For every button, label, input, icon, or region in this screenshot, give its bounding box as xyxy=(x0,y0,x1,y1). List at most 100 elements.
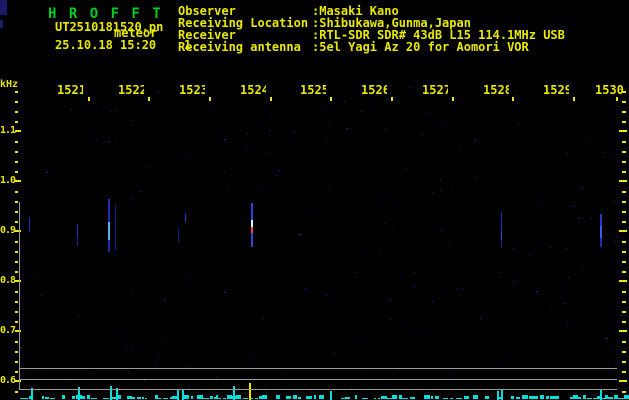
noise-pixel xyxy=(240,222,241,223)
noise-pixel xyxy=(570,148,571,149)
noise-pixel xyxy=(221,241,222,242)
noise-floor-bar xyxy=(184,395,189,399)
noise-pixel xyxy=(403,274,404,275)
noise-pixel xyxy=(364,383,365,384)
noise-pixel xyxy=(360,210,361,211)
noise-floor-bar xyxy=(597,396,602,399)
noise-pixel xyxy=(75,358,76,359)
noise-pixel xyxy=(462,288,463,289)
noise-pixel xyxy=(179,332,180,333)
noise-pixel xyxy=(189,277,190,278)
freq-minor-tick-left xyxy=(15,301,18,303)
noise-pixel xyxy=(615,234,616,235)
noise-pixel xyxy=(496,367,497,368)
noise-pixel xyxy=(29,305,30,306)
noise-pixel xyxy=(32,109,33,110)
noise-pixel xyxy=(328,277,329,278)
freq-minor-tick-left xyxy=(15,261,18,263)
time-label-clipped-digit: 9 xyxy=(564,84,569,96)
noise-pixel xyxy=(186,366,187,367)
noise-pixel xyxy=(85,366,86,367)
noise-pixel xyxy=(99,172,100,173)
time-label-clipped-digit: 7 xyxy=(443,84,448,96)
noise-pixel xyxy=(339,137,340,138)
noise-pixel xyxy=(265,238,266,239)
noise-floor-bar xyxy=(374,398,376,399)
noise-pixel xyxy=(188,388,189,389)
noise-floor-bar xyxy=(362,398,368,399)
noise-pixel xyxy=(606,338,608,339)
noise-pixel xyxy=(527,297,528,298)
freq-major-tick-left xyxy=(15,230,21,232)
noise-pixel xyxy=(396,200,398,201)
noise-pixel xyxy=(415,208,417,209)
freq-minor-tick-right xyxy=(622,221,626,223)
time-tick xyxy=(209,97,211,101)
noise-pixel xyxy=(255,304,256,305)
noise-pixel xyxy=(562,224,563,225)
noise-pixel xyxy=(383,192,385,193)
noise-pixel xyxy=(567,153,568,154)
noise-pixel xyxy=(390,319,391,320)
noise-pixel xyxy=(384,223,385,224)
noise-pixel xyxy=(611,139,612,140)
noise-pixel xyxy=(100,332,101,333)
freq-minor-tick-right xyxy=(622,391,626,393)
meteor-echo xyxy=(251,233,253,247)
noise-pixel xyxy=(377,350,378,351)
noise-floor-bar xyxy=(103,398,109,399)
noise-pixel xyxy=(399,369,400,370)
time-label-text: 152 xyxy=(179,83,201,97)
noise-pixel xyxy=(280,169,281,170)
noise-pixel xyxy=(325,166,326,167)
noise-pixel xyxy=(157,124,159,125)
noise-pixel xyxy=(511,166,512,167)
noise-pixel xyxy=(102,396,103,397)
noise-pixel xyxy=(25,369,26,370)
noise-pixel xyxy=(78,122,80,123)
noise-floor-bar xyxy=(553,396,559,399)
noise-floor-bar xyxy=(276,395,280,399)
noise-pixel xyxy=(368,102,370,103)
noise-pixel xyxy=(221,140,222,141)
noise-floor-bar xyxy=(355,395,357,399)
noise-pixel xyxy=(383,387,384,388)
noise-pixel xyxy=(361,111,362,112)
time-tick xyxy=(330,97,332,101)
noise-pixel xyxy=(125,248,126,249)
noise-pixel xyxy=(188,164,189,165)
noise-pixel xyxy=(356,257,357,258)
noise-pixel xyxy=(402,214,403,215)
noise-floor-bar xyxy=(570,397,573,399)
noise-pixel xyxy=(125,92,126,93)
noise-pixel xyxy=(282,372,283,373)
freq-minor-tick-right xyxy=(622,261,626,263)
noise-pixel xyxy=(368,108,369,109)
noise-pixel xyxy=(460,147,461,148)
noise-floor-bar xyxy=(424,395,430,399)
noise-pixel xyxy=(314,327,315,328)
noise-floor-bar xyxy=(456,398,462,399)
noise-pixel xyxy=(131,198,133,199)
noise-pixel xyxy=(335,341,337,342)
noise-pixel xyxy=(544,211,545,212)
noise-pixel xyxy=(537,161,538,162)
noise-pixel xyxy=(216,377,217,378)
noise-pixel xyxy=(158,130,159,131)
noise-pixel xyxy=(401,145,402,146)
freq-axis-label: 0.7 xyxy=(0,325,16,336)
noise-pixel xyxy=(122,157,123,158)
level-panel-hline xyxy=(19,389,617,390)
noise-pixel xyxy=(96,140,97,141)
freq-minor-tick-right xyxy=(622,151,626,153)
noise-pixel xyxy=(71,109,72,110)
noise-pixel xyxy=(551,172,553,173)
freq-minor-tick-left xyxy=(15,121,18,123)
noise-pixel xyxy=(592,280,593,281)
noise-pixel xyxy=(116,136,117,137)
noise-pixel xyxy=(24,312,26,313)
noise-pixel xyxy=(225,323,226,324)
noise-pixel xyxy=(322,104,323,105)
time-label-clipped-digit: 2 xyxy=(139,84,144,96)
noise-pixel xyxy=(66,92,67,93)
